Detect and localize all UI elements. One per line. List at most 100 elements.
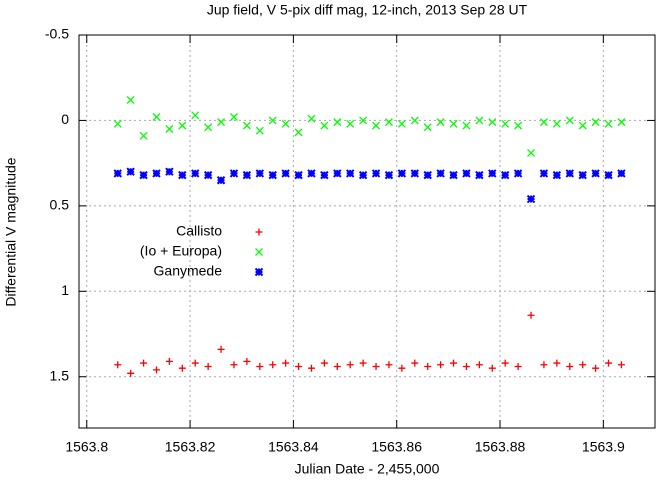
data-point <box>282 359 290 367</box>
x-axis-label: Julian Date - 2,455,000 <box>295 461 440 477</box>
data-point <box>139 131 148 140</box>
data-point <box>333 118 342 127</box>
data-point <box>191 111 200 120</box>
data-point <box>165 357 173 365</box>
data-point <box>204 123 213 132</box>
data-point <box>307 169 316 178</box>
data-point <box>333 169 342 178</box>
plot-frame <box>78 34 656 429</box>
data-point <box>488 364 496 372</box>
data-point <box>229 169 239 178</box>
data-point <box>566 362 574 370</box>
data-point <box>397 119 406 128</box>
data-point <box>592 364 600 372</box>
data-point <box>436 118 445 127</box>
legend-marker <box>254 267 264 277</box>
data-point <box>384 170 394 180</box>
data-point <box>256 362 264 370</box>
x-tick-label: 1563.88 <box>475 439 526 455</box>
data-point <box>424 362 432 370</box>
data-point <box>268 116 277 125</box>
data-point <box>139 170 148 180</box>
data-point <box>333 362 341 370</box>
data-point <box>126 167 135 176</box>
data-point <box>539 169 549 178</box>
data-point <box>307 364 315 372</box>
x-tick-label: 1563.82 <box>165 439 216 455</box>
data-point <box>384 118 393 127</box>
data-point <box>539 118 548 127</box>
data-point <box>230 113 238 121</box>
data-point <box>462 121 471 130</box>
data-point <box>320 170 329 180</box>
data-point <box>320 121 329 130</box>
data-point <box>114 361 122 369</box>
data-point <box>488 169 497 178</box>
legend-label: (Io + Europa) <box>140 243 222 259</box>
data-point <box>268 170 277 180</box>
data-point <box>578 121 587 130</box>
data-point <box>346 169 355 178</box>
data-point <box>605 359 613 367</box>
data-point <box>514 121 523 130</box>
data-point <box>423 123 432 132</box>
data-point <box>488 118 497 127</box>
data-point <box>295 362 303 370</box>
chart-title: Jup field, V 5-pix diff mag, 12-inch, 20… <box>207 2 528 18</box>
data-point <box>152 113 161 121</box>
data-point <box>604 170 613 180</box>
data-point <box>178 170 187 180</box>
data-point <box>449 170 458 180</box>
data-point <box>617 361 625 369</box>
y-tick-label: 0.5 <box>50 197 70 213</box>
y-tick-label: 1.5 <box>50 367 70 383</box>
data-point <box>500 170 510 180</box>
data-point <box>449 119 458 128</box>
data-point <box>540 361 548 369</box>
y-axis-label: Differential V magnitude <box>3 157 19 306</box>
data-point <box>410 116 419 125</box>
data-point <box>410 169 419 178</box>
data-point <box>191 169 200 178</box>
data-point <box>191 359 199 367</box>
y-tick-label: 0 <box>61 111 69 127</box>
legend-label: Callisto <box>176 223 222 239</box>
data-point <box>385 361 393 369</box>
data-point <box>165 167 174 176</box>
data-point <box>462 169 471 178</box>
x-tick-label: 1563.86 <box>371 439 422 455</box>
data-point <box>604 119 613 128</box>
data-point <box>591 118 600 127</box>
data-point <box>127 369 135 377</box>
data-point <box>526 194 536 204</box>
data-point <box>281 119 290 128</box>
data-point <box>372 121 380 130</box>
data-point <box>565 116 574 125</box>
data-point <box>475 361 483 369</box>
data-point <box>294 128 303 137</box>
data-point <box>398 364 406 372</box>
data-point <box>372 362 380 370</box>
data-point <box>371 169 381 178</box>
data-point <box>579 361 587 369</box>
data-point <box>359 116 368 125</box>
data-point <box>513 169 523 178</box>
data-point <box>411 359 419 367</box>
legend-label: Ganymede <box>154 263 223 279</box>
data-point <box>397 169 407 178</box>
data-point <box>359 359 367 367</box>
data-point <box>217 345 225 353</box>
data-point <box>178 364 186 372</box>
data-point <box>514 362 522 370</box>
legend-marker <box>255 248 263 256</box>
data-point <box>450 359 458 367</box>
y-tick-label: 1 <box>61 282 69 298</box>
data-point <box>527 311 535 319</box>
data-point <box>437 361 445 369</box>
data-point <box>204 362 212 370</box>
data-point <box>346 361 354 369</box>
data-point <box>346 119 355 128</box>
data-point <box>230 361 238 369</box>
